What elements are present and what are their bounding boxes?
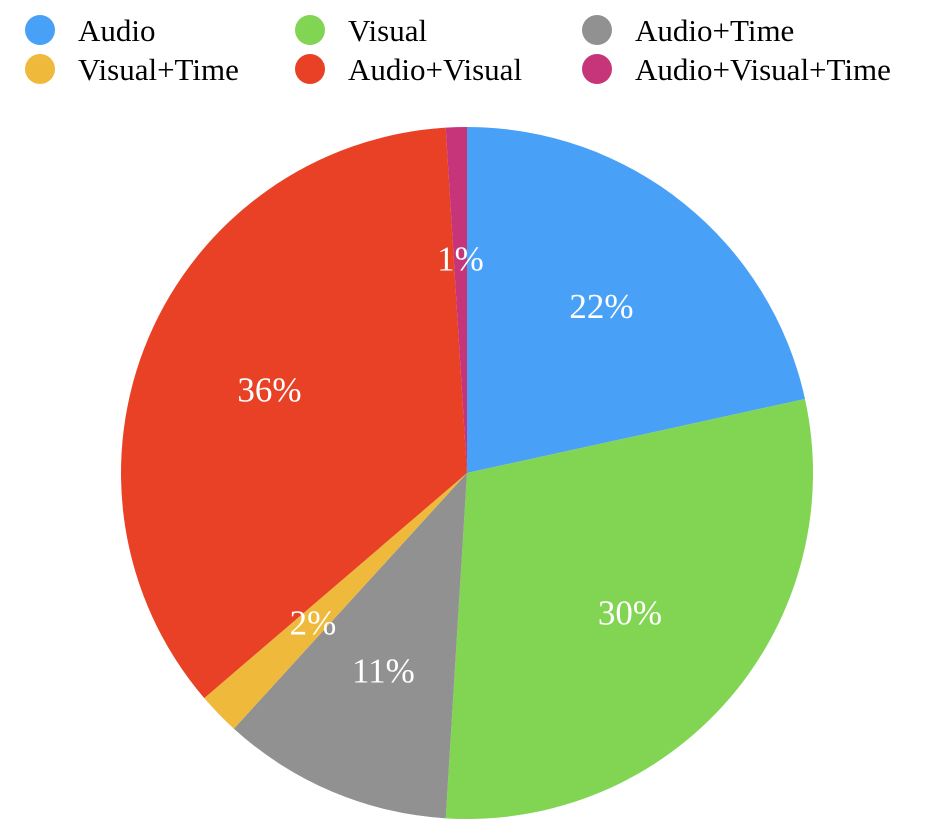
slice-label-visual-time: 2%	[290, 603, 337, 642]
legend-label: Visual	[348, 13, 427, 48]
legend-item-audio-visual: Audio+Visual	[295, 52, 522, 87]
slice-labels: 22% 30% 11% 2% 36% 1%	[237, 240, 662, 691]
pie-slice-visual-time	[204, 473, 467, 729]
slice-label-audio: 22%	[569, 287, 633, 326]
legend-item-audio-visual-time: Audio+Visual+Time	[582, 52, 891, 87]
legend-swatch	[295, 15, 325, 45]
slice-label-audio-visual: 36%	[237, 370, 301, 409]
legend-swatch	[582, 15, 612, 45]
slice-label-visual: 30%	[598, 594, 662, 633]
legend: Audio Visual Audio+Time Visual+Time Audio+Vi…	[25, 13, 891, 87]
legend-label: Audio+Visual	[348, 52, 522, 87]
pie-slice-audio-visual	[120, 127, 467, 699]
legend-label: Visual+Time	[78, 52, 239, 87]
pie-slice-audio-visual-time	[445, 127, 467, 473]
legend-item-visual: Visual	[295, 13, 427, 48]
legend-item-audio: Audio	[25, 13, 156, 48]
legend-label: Audio+Time	[635, 13, 794, 48]
legend-swatch	[25, 15, 55, 45]
legend-label: Audio+Visual+Time	[635, 52, 891, 87]
slice-label-audio-time: 11%	[352, 652, 415, 691]
pie-slice-audio-time	[233, 473, 467, 819]
pie-slices	[120, 127, 813, 820]
slice-label-audio-visual-time: 1%	[437, 240, 484, 279]
pie-slice-visual	[445, 398, 813, 820]
legend-label: Audio	[78, 13, 156, 48]
pie-slice-audio	[467, 127, 805, 473]
legend-item-audio-time: Audio+Time	[582, 13, 794, 48]
legend-item-visual-time: Visual+Time	[25, 52, 239, 87]
legend-swatch	[25, 54, 55, 84]
legend-swatch	[295, 54, 325, 84]
legend-swatch	[582, 54, 612, 84]
